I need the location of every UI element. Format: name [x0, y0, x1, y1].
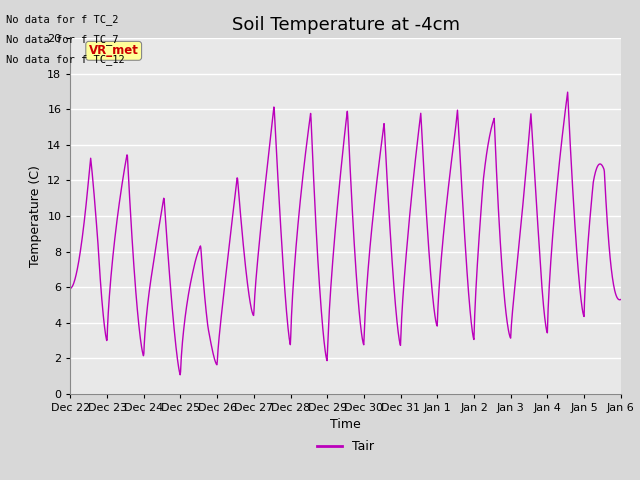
Legend: Tair: Tair — [312, 435, 379, 458]
Text: No data for f TC_12: No data for f TC_12 — [6, 54, 125, 65]
Title: Soil Temperature at -4cm: Soil Temperature at -4cm — [232, 16, 460, 34]
Y-axis label: Temperature (C): Temperature (C) — [29, 165, 42, 267]
Text: VR_met: VR_met — [89, 44, 139, 57]
Text: No data for f TC_2: No data for f TC_2 — [6, 13, 119, 24]
Text: No data for f TC_7: No data for f TC_7 — [6, 34, 119, 45]
X-axis label: Time: Time — [330, 418, 361, 431]
